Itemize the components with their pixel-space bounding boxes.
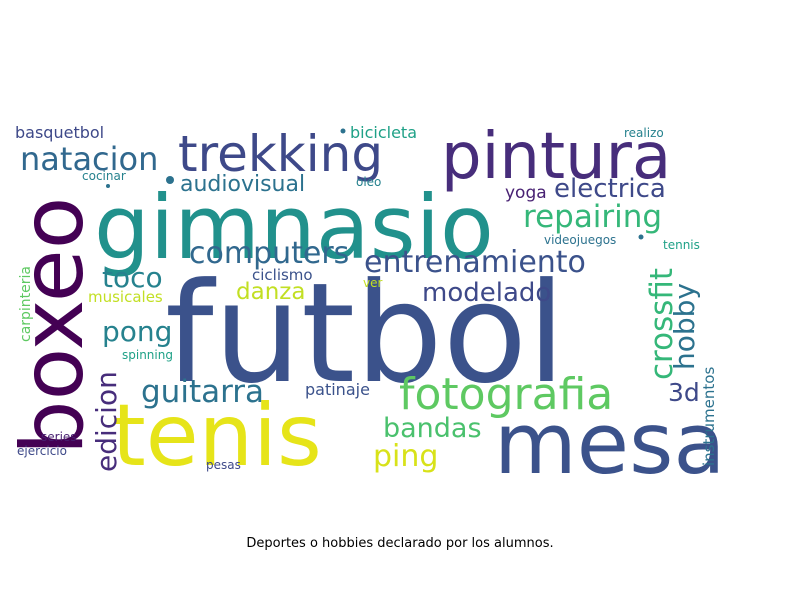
word-musicales: musicales [88,288,163,306]
dots-layer [106,128,644,240]
word-edicion: edicion [90,371,123,472]
word-dot [166,176,174,184]
word-ejercicio: ejercicio [17,444,67,458]
word-realizo: realizo [624,126,664,140]
word-toco: toco [102,261,163,294]
word-cocinar: cocinar [82,169,126,183]
word-computers: computers [189,236,349,271]
word-crossfit: crossfit [644,268,680,380]
word-patinaje: patinaje [305,380,370,399]
word-ciclismo: ciclismo [252,266,313,284]
word-entrenamiento: entrenamiento [364,245,586,280]
word-carpinteria: carpinteria [18,266,34,342]
word-basquetbol: basquetbol [15,123,104,142]
word-ver: ver [363,276,382,290]
word-tennis: tennis [663,238,700,252]
word-videojuegos: videojuegos [544,233,616,247]
word-boxeo: boxeo [3,197,103,455]
word-dot [638,234,644,240]
word-fotografia: fotografia [399,369,613,420]
word-3d: 3d [668,378,700,407]
words-layer: futbol gimnasio tenis mesa boxeo pintura… [3,120,725,494]
word-series: series [41,430,77,444]
word-mesa: mesa [494,395,725,494]
figure-caption: Deportes o hobbies declarado por los alu… [246,536,554,551]
word-modelado: modelado [422,278,551,308]
word-repairing: repairing [523,199,662,235]
word-hobby: hobby [668,283,701,370]
word-pesas: pesas [206,458,241,472]
word-guitarra: guitarra [141,374,264,410]
word-bicicleta: bicicleta [350,123,417,142]
word-spinning: spinning [122,348,173,362]
word-pong: pong [102,315,172,348]
word-dot [340,128,346,134]
word-electrica: electrica [554,174,666,204]
word-ping: ping [373,439,438,474]
word-trekking: trekking [178,125,383,183]
word-yoga: yoga [505,183,547,203]
word-dot [106,184,110,188]
word-bandas: bandas [383,413,482,444]
word-pintura: pintura [441,120,671,194]
word-instrumentos: instrumentos [700,367,718,466]
word-danza: danza [236,279,305,305]
word-tenis: tenis [112,386,322,486]
word-oleo: oleo [356,175,381,189]
word-audiovisual: audiovisual [180,172,305,197]
word-gimnasio: gimnasio [94,176,494,279]
word-futbol: futbol [165,253,566,414]
word-natacion: natacion [20,140,158,178]
